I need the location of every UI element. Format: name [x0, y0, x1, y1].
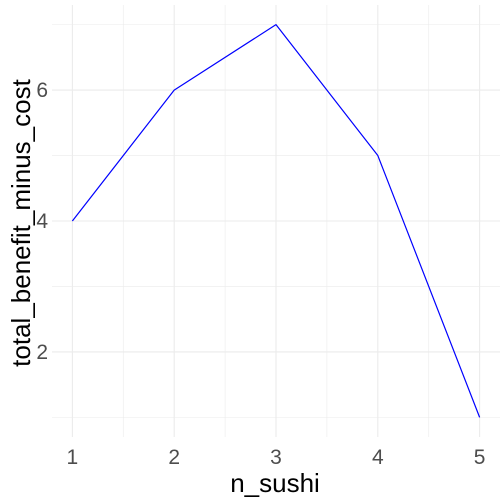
x-tick-label: 1	[67, 446, 79, 469]
y-tick-label: 2	[36, 341, 48, 364]
x-tick-label: 3	[270, 446, 282, 469]
x-axis-title: n_sushi	[230, 468, 320, 498]
y-tick-labels: 2 4 6	[36, 79, 48, 364]
grid-major	[52, 5, 500, 437]
series-line-0	[71, 24, 481, 418]
x-tick-label: 5	[474, 446, 486, 469]
y-axis-title: total_benefit_minus_cost	[6, 78, 36, 366]
x-tick-label: 4	[372, 446, 384, 469]
y-tick-label: 4	[36, 210, 48, 233]
x-tick-label: 2	[168, 446, 180, 469]
series-layer	[71, 24, 481, 418]
y-tick-label: 6	[36, 79, 48, 102]
x-tick-labels: 1 2 3 4 5	[67, 446, 486, 469]
